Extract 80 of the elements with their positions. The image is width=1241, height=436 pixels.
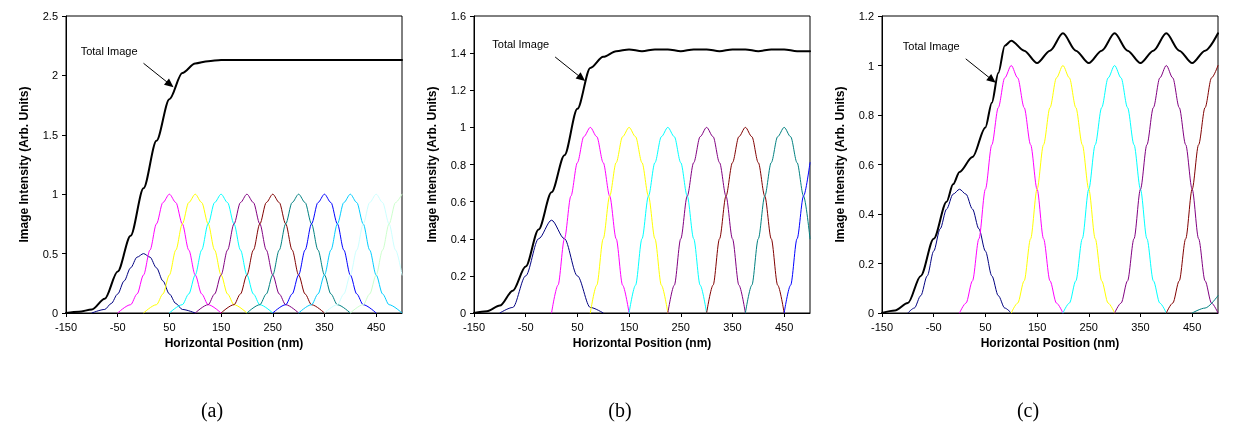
y-tick-label: 0.6: [858, 158, 874, 171]
x-tick-label: 250: [263, 320, 282, 333]
y-tick-label: 0.6: [450, 195, 466, 208]
y-tick-label: 0.4: [450, 232, 466, 245]
x-tick-label: -150: [54, 320, 78, 333]
y-tick-label: 1: [459, 121, 466, 134]
y-axis-title: Image Intensity (Arb. Units): [833, 86, 847, 243]
x-tick-label: 450: [366, 320, 386, 333]
line-series: [349, 193, 403, 314]
line-series: [589, 126, 669, 314]
x-axis-title: Horizontal Position (nm): [980, 336, 1120, 350]
x-axis-title: Horizontal Position (nm): [572, 336, 712, 350]
y-tick-label: 0.5: [42, 247, 58, 260]
y-axis-title: Image Intensity (Arb. Units): [425, 86, 439, 243]
line-series: [323, 193, 403, 314]
text: (c): [1016, 399, 1040, 422]
line-series: [744, 126, 811, 314]
text: (a): [200, 399, 224, 422]
line-series: [220, 193, 325, 314]
line-series: [194, 193, 300, 314]
y-tick-label: 0: [51, 307, 58, 319]
line-series: [1114, 65, 1219, 314]
line-series: [91, 253, 196, 314]
x-tick-label: -150: [870, 320, 894, 333]
x-axis-title: Horizontal Position (nm): [164, 336, 304, 350]
y-tick-label: 0.4: [858, 208, 874, 220]
line-series: [117, 193, 222, 314]
x-tick-label: 350: [315, 320, 334, 333]
line-series: [907, 188, 1012, 314]
y-tick-label: 1.2: [858, 10, 874, 22]
line-series: [1062, 65, 1167, 314]
x-tick-label: 150: [211, 320, 231, 333]
line-series: [959, 65, 1064, 314]
x-tick-label: -50: [517, 320, 534, 333]
line-series: [272, 193, 377, 314]
y-tick-label: 1.2: [450, 84, 466, 97]
y-tick-label: 2: [51, 69, 58, 82]
line-series: [168, 193, 274, 314]
x-tick-label: 150: [1027, 320, 1047, 333]
y-tick-label: 0: [867, 307, 874, 319]
x-tick-label: 450: [1182, 320, 1202, 333]
line-series: [298, 193, 403, 314]
line-series: [246, 193, 351, 314]
y-tick-label: 1: [51, 188, 58, 201]
x-tick-label: -150: [462, 320, 486, 333]
y-tick-label: 0.2: [858, 257, 874, 270]
y-tick-label: 1.4: [450, 47, 466, 60]
x-tick-label: 350: [1131, 320, 1150, 333]
line-series: [628, 126, 708, 314]
x-tick-label: 50: [571, 320, 584, 333]
line-series: [706, 126, 785, 314]
line-series: [1165, 65, 1219, 314]
x-tick-label: 50: [979, 320, 992, 333]
y-tick-label: 0.8: [450, 158, 466, 171]
x-tick-label: 150: [619, 320, 639, 333]
x-tick-label: 250: [671, 320, 690, 333]
annotation: Total Image: [902, 40, 960, 53]
annotation: Total Image: [492, 38, 550, 51]
line-series: [667, 126, 746, 314]
x-tick-label: 350: [723, 320, 742, 333]
y-axis-title: Image Intensity (Arb. Units): [17, 86, 31, 243]
y-tick-label: 2.5: [42, 10, 58, 22]
x-tick-label: -50: [109, 320, 126, 333]
x-tick-label: 50: [163, 320, 176, 333]
y-tick-label: 1.5: [42, 128, 58, 141]
x-tick-label: -50: [925, 320, 942, 333]
y-tick-label: 1: [867, 59, 874, 72]
x-tick-label: 450: [774, 320, 794, 333]
line-series: [783, 162, 811, 314]
y-tick-label: 1.6: [450, 10, 466, 22]
line-series: [551, 126, 630, 314]
x-tick-label: 250: [1079, 320, 1098, 333]
line-series: [143, 193, 248, 314]
line-series: [1010, 65, 1116, 314]
y-tick-label: 0.2: [450, 269, 466, 282]
annotation: Total Image: [80, 44, 138, 57]
line-series: [499, 219, 604, 314]
y-tick-label: 0: [459, 307, 466, 319]
text: (b): [608, 399, 632, 422]
y-tick-label: 0.8: [858, 109, 874, 121]
